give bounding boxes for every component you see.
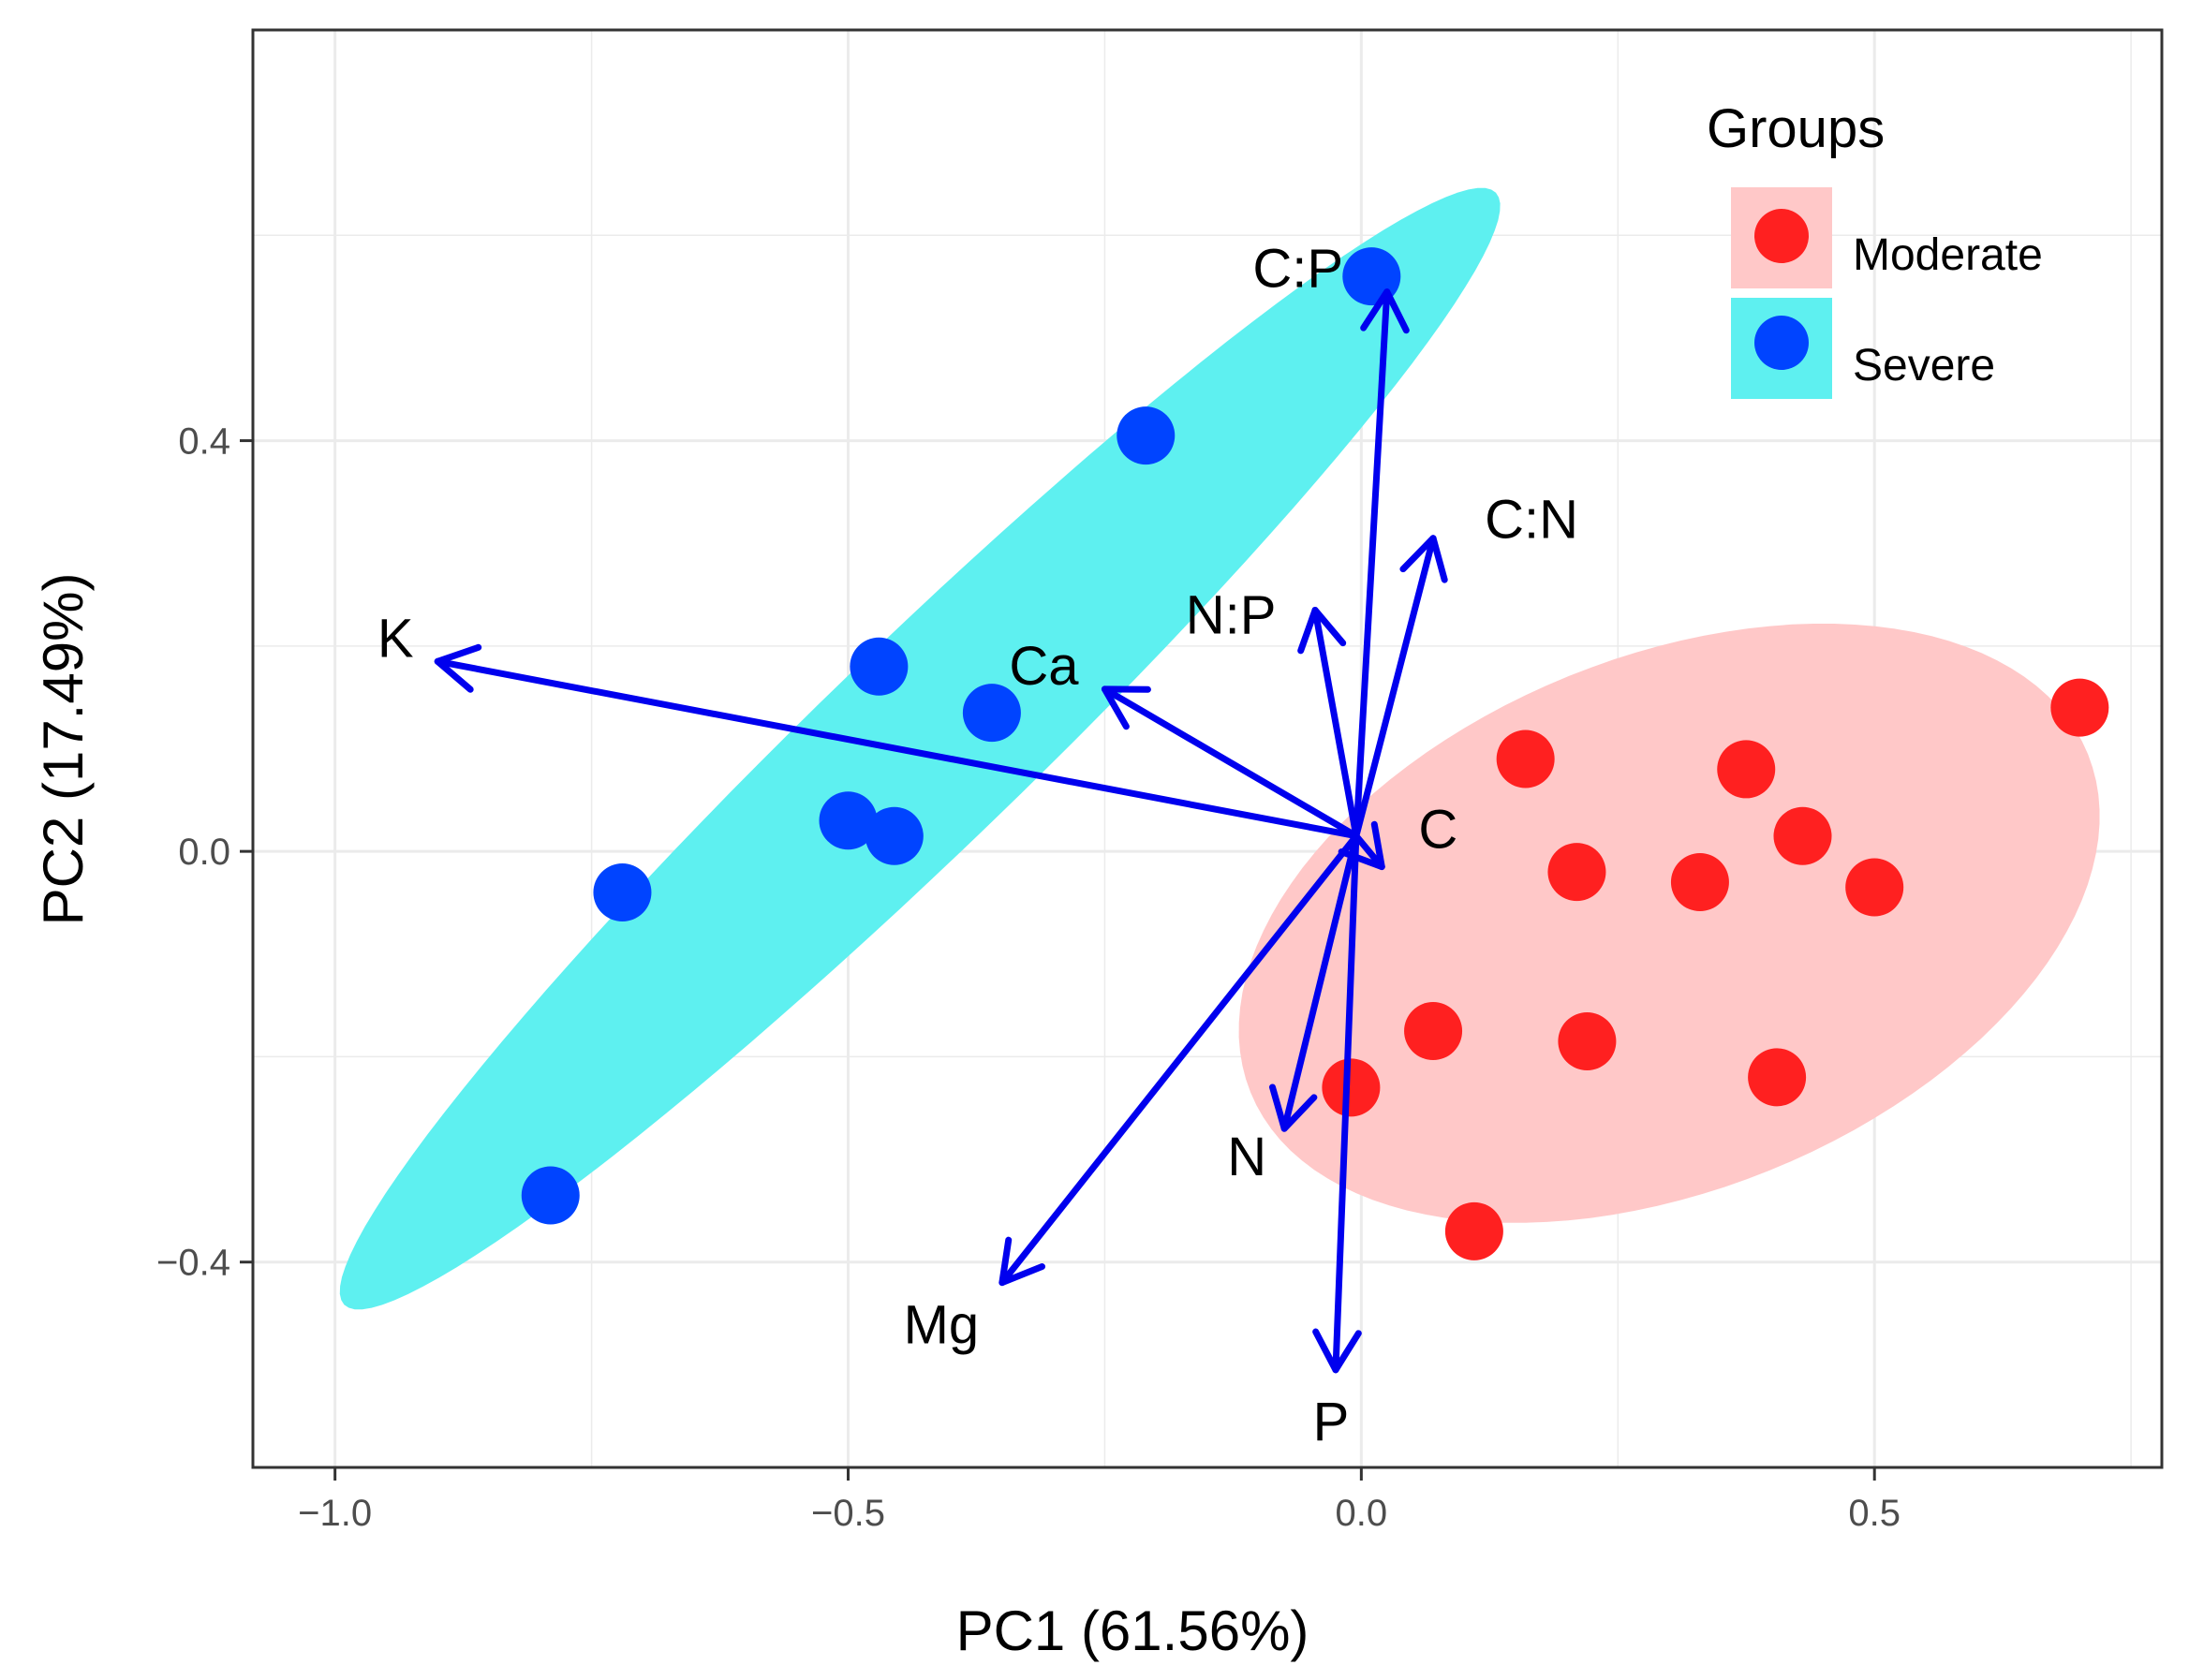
point-moderate-11 [1748, 1048, 1807, 1107]
legend-label-severe: Severe [1853, 341, 1995, 391]
vector-label-k: K [377, 608, 414, 669]
vector-shaft-ca [1101, 685, 1360, 840]
vector-arrowhead-mg [998, 1236, 1046, 1287]
point-moderate-6 [1773, 806, 1832, 865]
vector-arrowhead-n-p [1297, 606, 1347, 655]
point-moderate-10 [1322, 1058, 1381, 1117]
x-tick-label: 0.0 [1336, 1493, 1388, 1534]
ellipse-moderate [1238, 624, 2100, 1223]
y-tick-label: 0.4 [178, 421, 230, 463]
vector-shaft-c-p [1353, 288, 1391, 840]
vector-n-p [1297, 606, 1360, 840]
legend-label-moderate: Moderate [1853, 230, 2043, 280]
plot-panel-border [251, 28, 2164, 1469]
x-tick-label: 0.5 [1848, 1493, 1901, 1534]
point-severe-8 [521, 1166, 580, 1225]
legend-title: Groups [1707, 98, 1885, 159]
legend-key-severe-point [1754, 316, 1809, 370]
vector-arrowhead-c-p [1360, 288, 1410, 334]
vector-arrowhead-k [434, 643, 482, 693]
vector-arrowhead-n [1268, 1083, 1318, 1132]
y-tick-label: −0.4 [156, 1243, 230, 1284]
vector-shaft-c-n [1353, 535, 1437, 840]
vector-label-mg: Mg [904, 1295, 980, 1356]
ellipse-severe [339, 187, 1501, 1310]
vector-label-c-p: C:P [1252, 239, 1343, 300]
point-severe-7 [593, 863, 652, 921]
vector-c-n [1353, 535, 1448, 840]
point-moderate-7 [1845, 858, 1904, 917]
point-moderate-1 [1496, 729, 1555, 788]
vector-p [1312, 833, 1362, 1374]
axes: −1.0 −0.5 0.0 0.5 −0.4 0.0 0.4 [156, 421, 1901, 1534]
vector-shaft-k [434, 657, 1360, 840]
legend: Groups Moderate Severe [1707, 98, 2043, 399]
vector-shaft-c [1353, 833, 1385, 871]
point-moderate-9 [1558, 1011, 1617, 1070]
vector-label-ca: Ca [1009, 636, 1079, 697]
point-moderate-3 [2050, 678, 2109, 737]
vector-shaft-p [1332, 833, 1360, 1374]
vector-label-c-n: C:N [1485, 490, 1578, 551]
vector-shaft-n-p [1311, 606, 1360, 840]
x-axis-title: PC1 (61.56%) [956, 1599, 1309, 1662]
y-axis-title: PC2 (17.49%) [32, 573, 95, 926]
point-severe-3 [850, 637, 909, 696]
group-ellipses [339, 187, 2100, 1310]
vector-label-c: C [1418, 800, 1457, 861]
vector-n [1268, 833, 1360, 1132]
point-severe-5 [819, 791, 878, 850]
point-moderate-12 [1444, 1201, 1503, 1260]
vector-arrowhead-ca [1101, 685, 1151, 730]
vector-label-n: N [1227, 1127, 1266, 1187]
vector-mg [998, 833, 1360, 1287]
y-tick-label: 0.0 [178, 832, 230, 873]
loading-vectors: C:P C:N N:P K Ca C N Mg P [377, 239, 1578, 1452]
vector-arrowhead-p [1312, 1328, 1362, 1374]
data-points [521, 247, 2109, 1260]
x-tick-label: −0.5 [811, 1493, 885, 1534]
vector-shaft-mg [998, 833, 1360, 1287]
vector-ca [1101, 685, 1360, 840]
legend-key-moderate-point [1754, 209, 1809, 263]
x-tick-label: −1.0 [298, 1493, 372, 1534]
point-moderate-5 [1670, 853, 1729, 912]
vector-arrowhead-c-n [1399, 535, 1448, 583]
point-severe-6 [865, 806, 924, 865]
point-severe-4 [962, 684, 1021, 743]
vector-c-p [1353, 288, 1410, 840]
point-severe-2 [1117, 406, 1176, 465]
vector-k [434, 643, 1360, 840]
point-moderate-2 [1717, 740, 1776, 799]
vector-label-n-p: N:P [1186, 584, 1277, 645]
vector-shaft-n [1280, 833, 1360, 1132]
point-moderate-4 [1547, 843, 1606, 902]
point-moderate-8 [1404, 1002, 1463, 1061]
vector-label-p: P [1313, 1392, 1350, 1452]
